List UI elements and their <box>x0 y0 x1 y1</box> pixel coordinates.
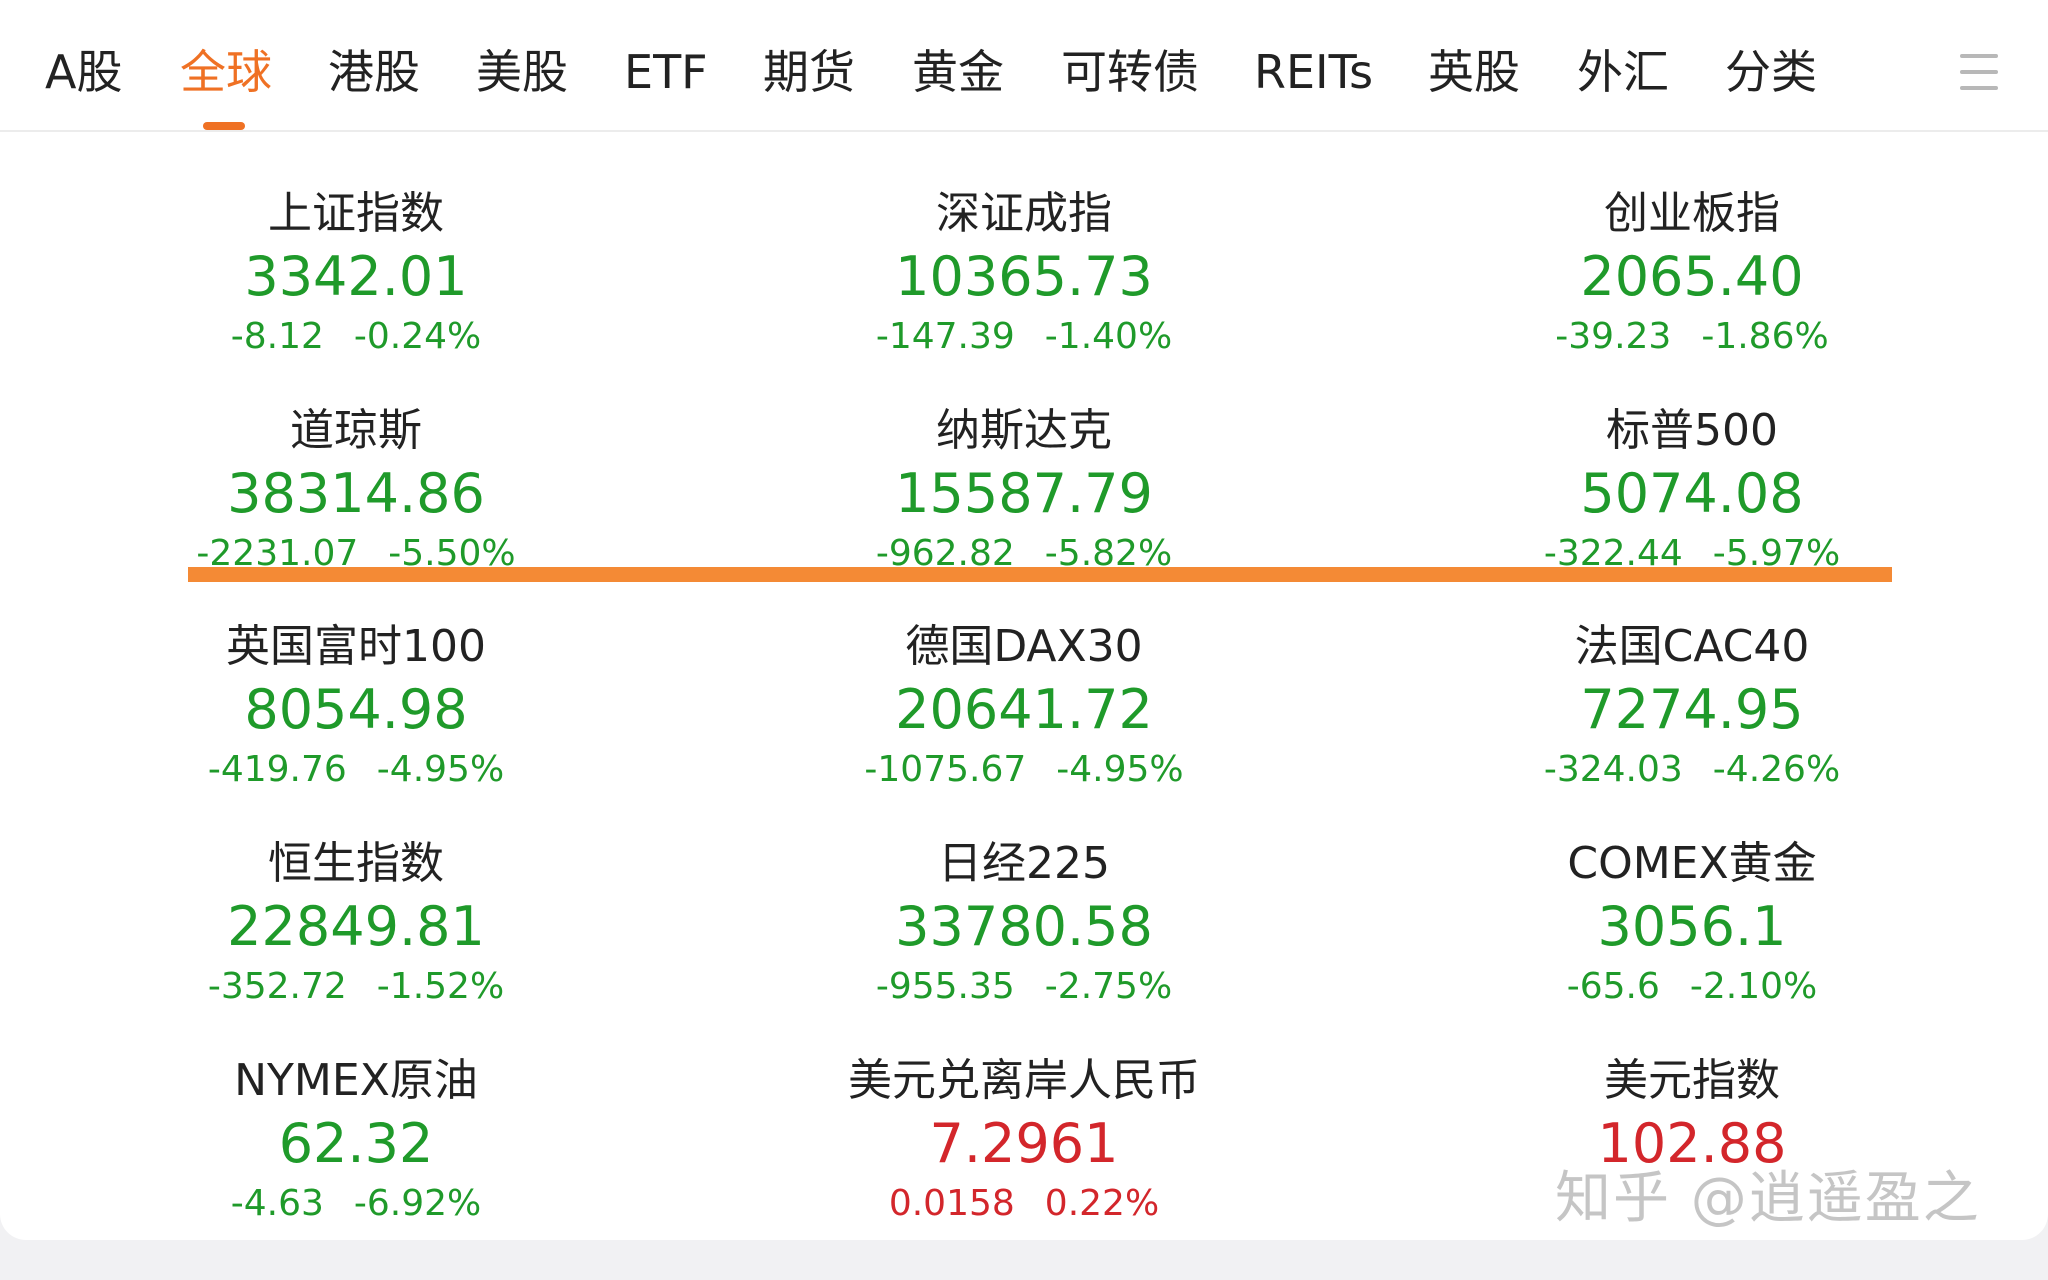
tab-convertible-bonds[interactable]: 可转债 <box>1061 45 1199 99</box>
index-cell-dax30[interactable]: 德国DAX30 20641.72 -1075.67 -4.95% <box>684 619 1364 819</box>
index-name: 标普500 <box>1606 405 1778 456</box>
index-grid: 上证指数 3342.01 -8.12 -0.24% 深证成指 10365.73 -… <box>16 186 2032 1240</box>
index-price: 22849.81 <box>227 895 485 958</box>
index-change: -147.39 -1.40% <box>684 314 1364 360</box>
index-change-value: -419.76 <box>207 749 347 790</box>
index-change-value: -324.03 <box>1543 749 1683 790</box>
tab-hk-stocks[interactable]: 港股 <box>328 45 420 99</box>
index-change: -352.72 -1.52% <box>16 964 696 1010</box>
index-change-value: -4.63 <box>230 1183 324 1224</box>
index-cell-comex-gold[interactable]: COMEX黄金 3056.1 -65.6 -2.10% <box>1352 836 2032 1036</box>
market-card: A股 全球 港股 美股 ETF 期货 黄金 可转债 REITs 英股 外汇 分类… <box>0 0 2048 1240</box>
index-name: 上证指数 <box>268 188 444 239</box>
index-change-percent: -4.95% <box>376 749 505 790</box>
index-change-value: -1075.67 <box>864 749 1027 790</box>
index-change: -4.63 -6.92% <box>16 1181 696 1227</box>
index-name: 恒生指数 <box>268 838 444 889</box>
index-cell-nasdaq[interactable]: 纳斯达克 15587.79 -962.82 -5.82% <box>684 403 1364 603</box>
index-price: 10365.73 <box>895 245 1153 308</box>
index-price: 5074.08 <box>1580 462 1804 525</box>
index-name: 德国DAX30 <box>905 621 1143 672</box>
index-price: 2065.40 <box>1580 245 1804 308</box>
index-change: -419.76 -4.95% <box>16 747 696 793</box>
tab-a-shares[interactable]: A股 <box>45 45 123 99</box>
index-price: 8054.98 <box>244 678 468 741</box>
tab-gold[interactable]: 黄金 <box>912 45 1004 99</box>
index-cell-nikkei225[interactable]: 日经225 33780.58 -955.35 -2.75% <box>684 836 1364 1036</box>
index-price: 20641.72 <box>895 678 1153 741</box>
index-change-value: -147.39 <box>875 316 1015 357</box>
index-change-value: -352.72 <box>207 966 347 1007</box>
index-change-percent: -1.86% <box>1701 316 1829 357</box>
index-change-value: -39.23 <box>1555 316 1672 357</box>
index-price: 38314.86 <box>227 462 485 525</box>
tab-etf[interactable]: ETF <box>624 45 708 99</box>
watermark: 知乎 @逍遥盈之 <box>1555 1166 1981 1231</box>
index-price: 7274.95 <box>1580 678 1804 741</box>
tab-reits[interactable]: REITs <box>1254 45 1374 99</box>
index-price: 7.2961 <box>929 1112 1119 1175</box>
index-price: 62.32 <box>278 1112 434 1175</box>
index-price: 3342.01 <box>244 245 468 308</box>
index-cell-hang-seng[interactable]: 恒生指数 22849.81 -352.72 -1.52% <box>16 836 696 1036</box>
index-price: 3056.1 <box>1597 895 1787 958</box>
market-tab-bar: A股 全球 港股 美股 ETF 期货 黄金 可转债 REITs 英股 外汇 分类 <box>0 0 2048 132</box>
index-change: -39.23 -1.86% <box>1352 314 2032 360</box>
index-name: 道琼斯 <box>290 405 422 456</box>
index-change-percent: -2.75% <box>1044 966 1173 1007</box>
index-change-percent: -1.52% <box>376 966 505 1007</box>
index-name: 深证成指 <box>936 188 1112 239</box>
tab-us-stocks[interactable]: 美股 <box>476 45 568 99</box>
index-price: 33780.58 <box>895 895 1153 958</box>
index-change-value: -8.12 <box>230 316 324 357</box>
index-cell-ftse100[interactable]: 英国富时100 8054.98 -419.76 -4.95% <box>16 619 696 819</box>
tab-categories[interactable]: 分类 <box>1725 45 1817 99</box>
index-name: 英国富时100 <box>226 621 486 672</box>
index-cell-usd-cnh[interactable]: 美元兑离岸人民币 7.2961 0.0158 0.22% <box>684 1053 1364 1240</box>
index-change-percent: -4.95% <box>1056 749 1184 790</box>
index-change-value: -65.6 <box>1566 966 1660 1007</box>
index-change: -324.03 -4.26% <box>1352 747 2032 793</box>
index-name: COMEX黄金 <box>1567 838 1817 889</box>
index-change-percent: -0.24% <box>353 316 482 357</box>
index-change-percent: -2.10% <box>1689 966 1818 1007</box>
index-change: -65.6 -2.10% <box>1352 964 2032 1010</box>
index-change: 0.0158 0.22% <box>684 1181 1364 1227</box>
index-name: 纳斯达克 <box>936 405 1112 456</box>
index-change-percent: 0.22% <box>1044 1183 1160 1224</box>
index-change-value: -955.35 <box>875 966 1015 1007</box>
tab-forex[interactable]: 外汇 <box>1577 45 1669 99</box>
index-cell-nymex-crude[interactable]: NYMEX原油 62.32 -4.63 -6.92% <box>16 1053 696 1240</box>
tab-uk-stocks[interactable]: 英股 <box>1428 45 1520 99</box>
index-name: 法国CAC40 <box>1574 621 1810 672</box>
index-cell-dollar-index[interactable]: 美元指数 102.88 <box>1352 1053 2032 1240</box>
index-name: 日经225 <box>938 838 1110 889</box>
index-name: NYMEX原油 <box>234 1055 478 1106</box>
index-cell-chinext[interactable]: 创业板指 2065.40 -39.23 -1.86% <box>1352 186 2032 386</box>
index-change: -1075.67 -4.95% <box>684 747 1364 793</box>
index-change: -955.35 -2.75% <box>684 964 1364 1010</box>
index-change-percent: -1.40% <box>1044 316 1173 357</box>
index-name: 美元兑离岸人民币 <box>848 1055 1200 1106</box>
menu-icon[interactable] <box>1960 54 1998 90</box>
index-cell-cac40[interactable]: 法国CAC40 7274.95 -324.03 -4.26% <box>1352 619 2032 819</box>
index-price: 15587.79 <box>895 462 1153 525</box>
index-price: 102.88 <box>1597 1112 1787 1175</box>
index-change-percent: -6.92% <box>353 1183 482 1224</box>
index-cell-szse[interactable]: 深证成指 10365.73 -147.39 -1.40% <box>684 186 1364 386</box>
index-cell-sse[interactable]: 上证指数 3342.01 -8.12 -0.24% <box>16 186 696 386</box>
index-name: 美元指数 <box>1604 1055 1780 1106</box>
index-change-percent: -4.26% <box>1712 749 1841 790</box>
tab-futures[interactable]: 期货 <box>763 45 855 99</box>
active-tab-indicator <box>203 122 245 130</box>
index-change-value: 0.0158 <box>888 1183 1015 1224</box>
index-name: 创业板指 <box>1604 188 1780 239</box>
highlight-divider <box>188 567 1892 582</box>
tab-global[interactable]: 全球 <box>180 45 272 99</box>
index-change: -8.12 -0.24% <box>16 314 696 360</box>
